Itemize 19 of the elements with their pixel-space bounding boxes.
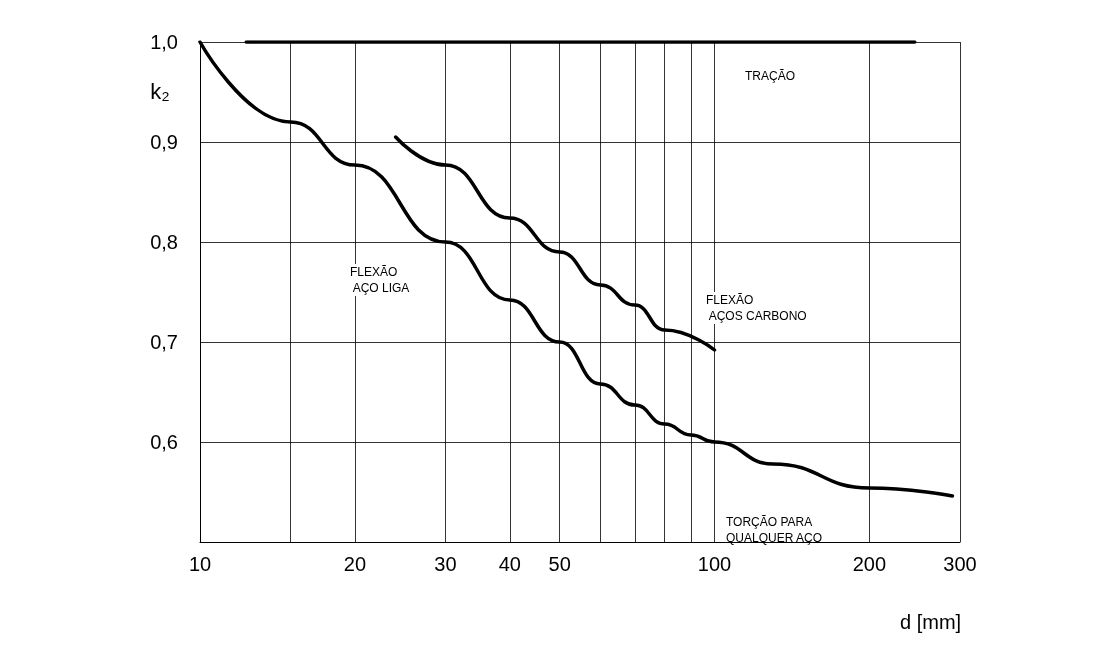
x-tick-label: 50 [548,553,571,575]
annotation: FLEXÃO AÇO LIGA [350,265,410,295]
y-tick-label: 1,0 [150,31,178,53]
y-tick-label: 0,8 [150,231,178,253]
x-tick-label: 100 [697,553,732,575]
annotation: TRAÇÃO [745,69,796,83]
y-tick-label: 0,6 [150,431,178,453]
annotation: FLEXÃO AÇOS CARBONO [706,293,807,323]
y-tick-label: 0,9 [150,131,178,153]
x-tick-label: 30 [434,553,457,575]
y-tick-label: 0,7 [150,331,178,353]
x-axis-title: d [mm] [900,611,962,633]
annotation: TORÇÃO PARA QUALQUER AÇO [726,515,823,545]
x-tick-label: 10 [188,553,212,575]
x-tick-label: 40 [498,553,521,575]
y-axis-title: k₂ [150,78,170,104]
x-tick-label: 200 [852,553,887,575]
x-tick-label: 20 [343,553,367,575]
x-tick-label: 300 [943,553,977,575]
